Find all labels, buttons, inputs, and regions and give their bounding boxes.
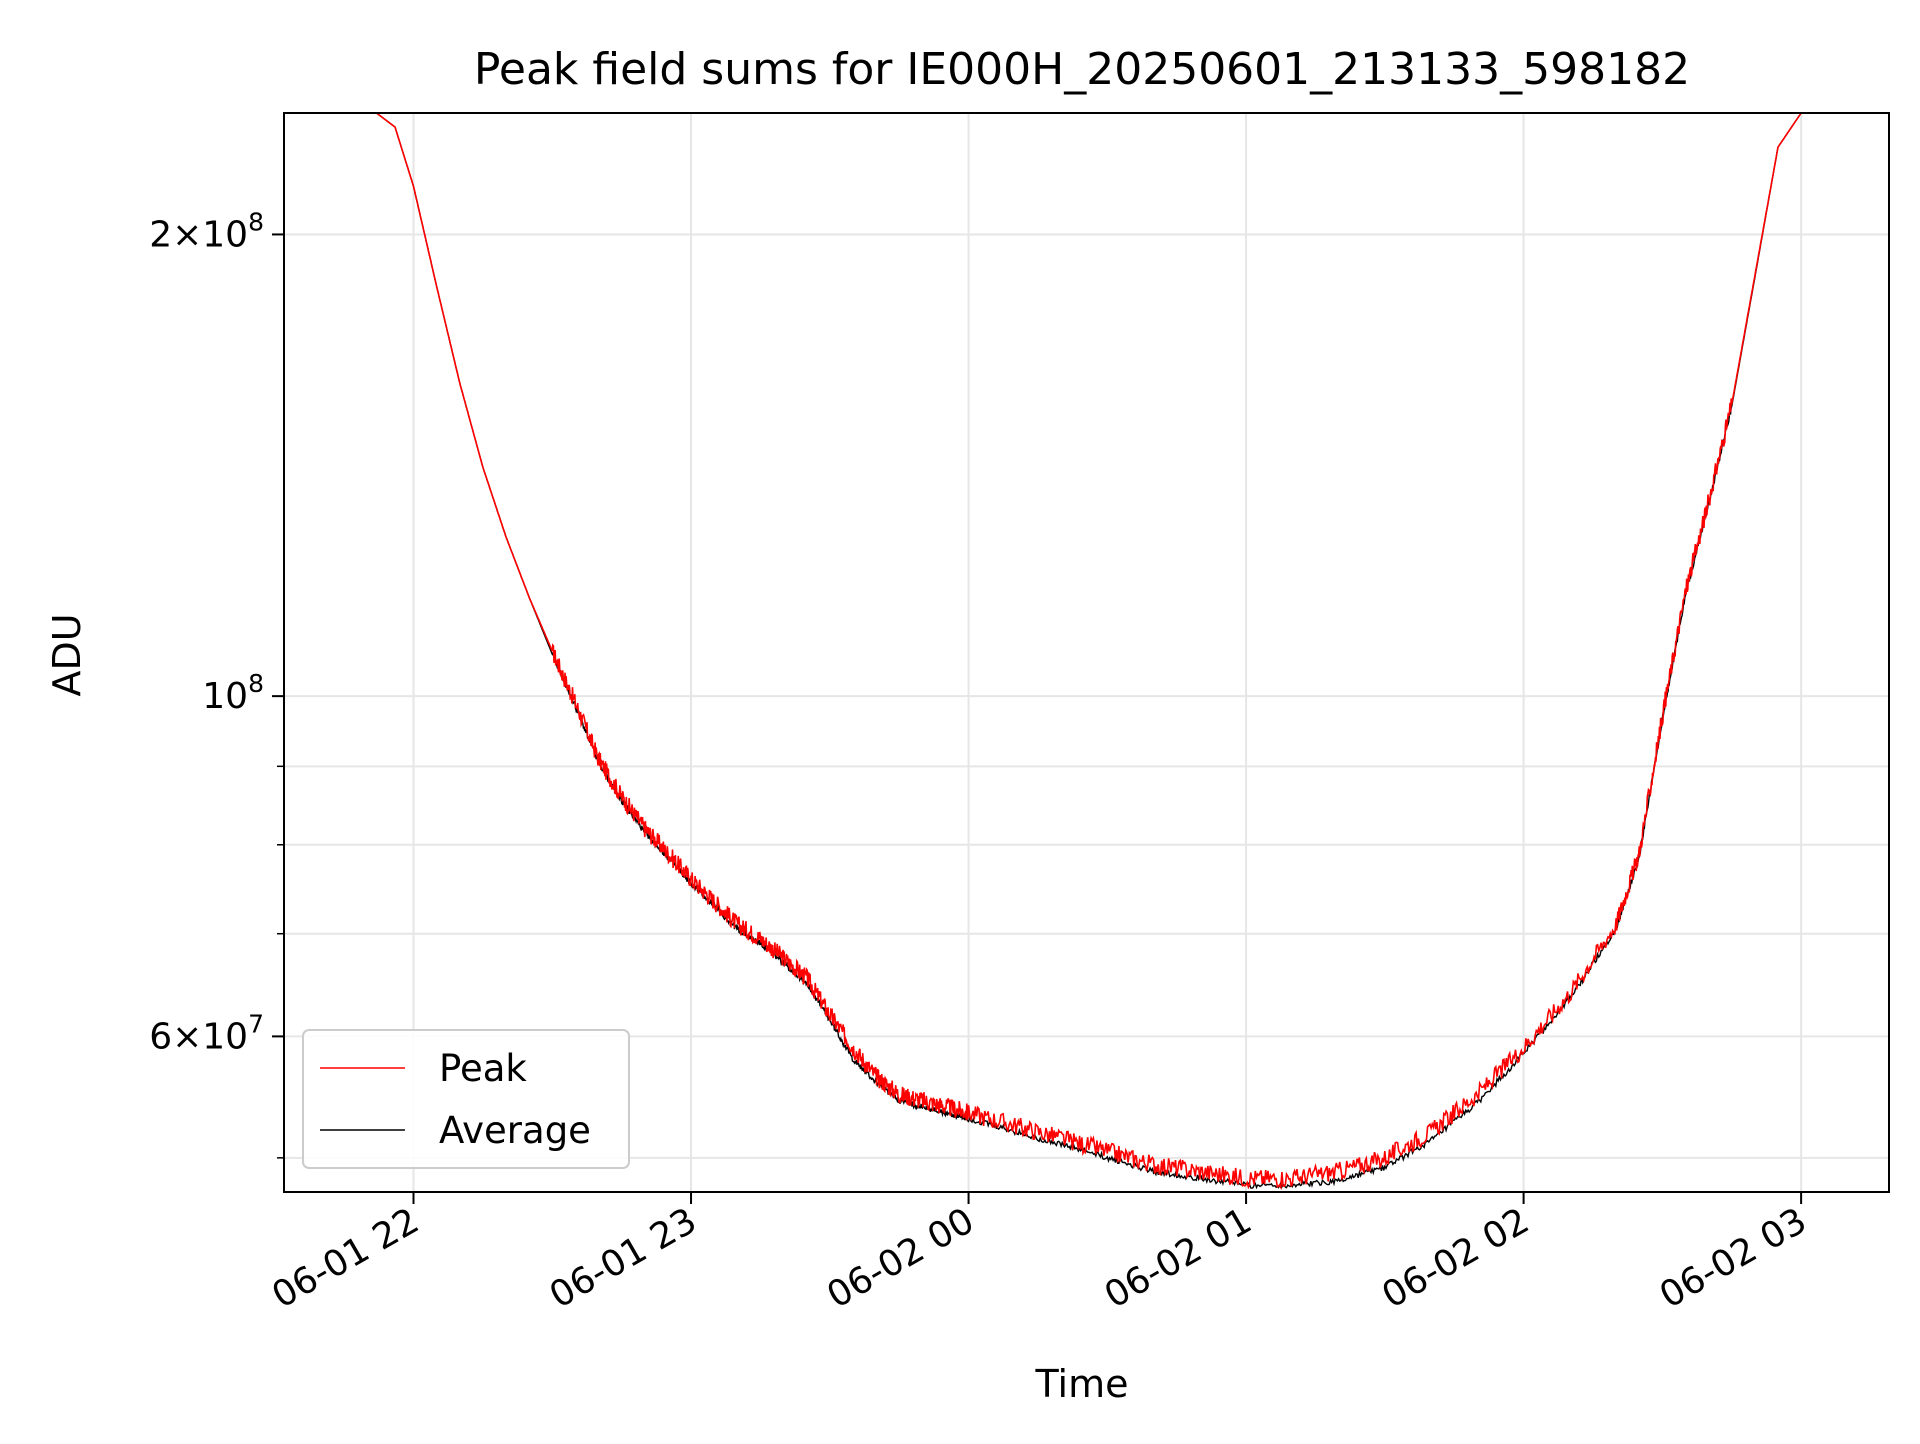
legend-box	[302, 1029, 630, 1169]
y-tick-label: 6×107	[149, 1009, 264, 1057]
legend-label-peak: Peak	[439, 1047, 527, 1090]
chart-title: Peak field sums for IE000H_20250601_2131…	[474, 44, 1690, 95]
plot-frame	[283, 112, 1890, 1193]
y-tick-label: 108	[202, 669, 264, 717]
y-axis-label: ADU	[45, 613, 89, 696]
plot-series	[284, 113, 1802, 1191]
y-axis: 6×107 108 2×108	[149, 207, 284, 1159]
x-axis-label: Time	[1035, 1362, 1129, 1406]
legend: Peak Average	[302, 1029, 630, 1169]
legend-label-average: Average	[439, 1109, 591, 1152]
grid	[284, 113, 1889, 1192]
series-line-peak	[284, 113, 1802, 1191]
y-tick-label: 2×108	[149, 207, 264, 255]
